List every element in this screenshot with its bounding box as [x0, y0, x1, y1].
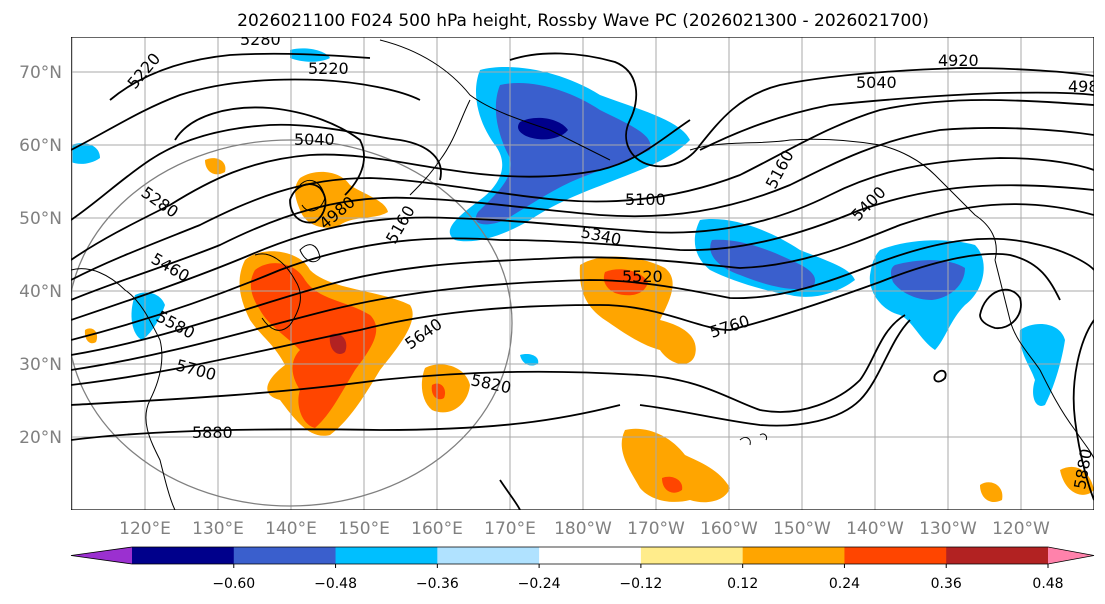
shade-positive-misc [205, 158, 226, 175]
contour-label: 5100 [625, 190, 666, 209]
shade-positive-west-core [250, 263, 377, 428]
contour-label: 5040 [856, 73, 897, 92]
colorbar-segment [233, 547, 337, 564]
lon-label: 140°W [846, 519, 904, 539]
lat-label: 30°N [19, 355, 62, 375]
shade-positive-south-core [662, 476, 683, 493]
colorbar-tick-label: −0.24 [518, 576, 561, 592]
lon-label: 170°E [484, 519, 536, 539]
shade-negative-east-core [710, 239, 816, 290]
lon-label: 120°E [119, 519, 171, 539]
lat-label: 20°N [19, 428, 62, 448]
contour-label: 5880 [192, 423, 233, 442]
colorbar: −0.60 −0.48 −0.36 −0.24 −0.12 0.12 0.24 0.36 0.4… [70, 546, 1095, 592]
lon-label: 160°E [411, 519, 463, 539]
colorbar-segment [132, 547, 235, 564]
colorbar-tick-label: 0.24 [829, 576, 860, 592]
lon-label: 160°W [700, 519, 758, 539]
graticule [71, 37, 1094, 510]
map-panel: 5280 5220 5220 4920 498 5040 5040 5100 5… [71, 30, 1099, 510]
lat-label: 70°N [19, 63, 62, 83]
colorbar-segment [742, 547, 845, 564]
anomaly-shading [71, 48, 1094, 503]
contour-label: 5520 [622, 267, 663, 286]
map-title: 2026021100 F024 500 hPa height, Rossby W… [237, 11, 929, 31]
contour-label: 5220 [308, 59, 349, 78]
shade-negative-small [520, 354, 539, 366]
lon-label: 150°W [773, 519, 831, 539]
lon-label: 120°W [992, 519, 1050, 539]
latitude-axis: 70°N 60°N 50°N 40°N 30°N 20°N [19, 63, 62, 448]
shade-positive-misc2 [980, 482, 1003, 503]
colorbar-segment [1048, 547, 1094, 564]
contour-label: 498 [1068, 77, 1099, 96]
lon-label: 130°W [919, 519, 977, 539]
shade-negative-far-east-core [890, 260, 965, 300]
colorbar-segment [640, 547, 744, 564]
colorbar-segment [335, 547, 438, 564]
shade-positive-misc4 [84, 328, 98, 344]
shade-negative-coast [1019, 324, 1065, 406]
shade-positive-west-dark [329, 333, 347, 355]
lon-label: 150°E [338, 519, 390, 539]
colorbar-outline [70, 546, 1095, 565]
contour-label: 4920 [938, 51, 979, 70]
lon-label: 130°E [192, 519, 244, 539]
shade-negative-nw [71, 143, 100, 164]
lon-label: 180°W [554, 519, 612, 539]
contour-label: 5280 [240, 30, 281, 49]
longitude-axis: 120°E 130°E 140°E 150°E 160°E 170°E 180°… [119, 519, 1050, 539]
coastlines [71, 39, 1094, 510]
shade-positive-small-core [431, 383, 446, 400]
reference-circle [71, 139, 513, 507]
lon-label: 140°E [265, 519, 317, 539]
colorbar-segment [946, 547, 1049, 564]
colorbar-tick-label: 0.36 [931, 576, 962, 592]
lat-label: 60°N [19, 136, 62, 156]
colorbar-tick-label: 0.12 [727, 576, 758, 592]
lat-label: 50°N [19, 209, 62, 229]
colorbar-segment [437, 547, 540, 564]
lat-label: 40°N [19, 282, 62, 302]
colorbar-tick-label: −0.36 [416, 576, 459, 592]
colorbar-segment [539, 547, 642, 564]
height-contours [71, 52, 1094, 510]
shade-positive-south [621, 428, 730, 503]
colorbar-segment [844, 547, 947, 564]
colorbar-tick-label: −0.48 [314, 576, 357, 592]
colorbar-tick-label: 0.48 [1032, 576, 1063, 592]
colorbar-segment [71, 547, 132, 564]
lon-label: 170°W [627, 519, 685, 539]
colorbar-tick-label: −0.60 [212, 576, 255, 592]
colorbar-tick-label: −0.12 [619, 576, 662, 592]
shade-negative-north-mid [475, 82, 651, 225]
contour-label: 5880 [1070, 447, 1096, 490]
contour-label: 5040 [294, 130, 335, 149]
